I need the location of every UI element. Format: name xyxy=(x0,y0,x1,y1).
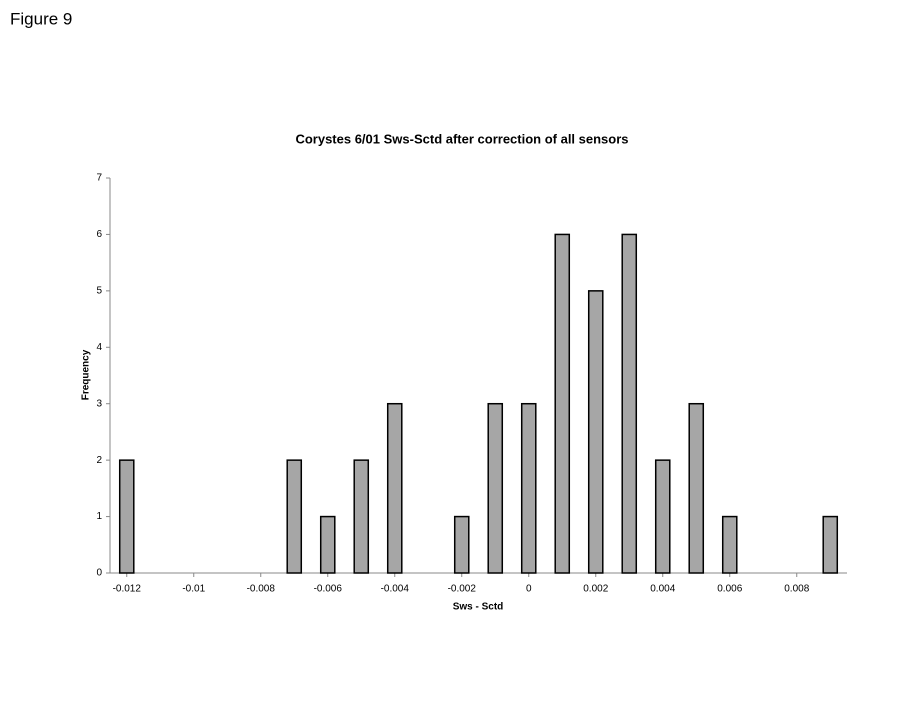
x-tick-label: 0 xyxy=(526,584,532,595)
x-tick-label: -0.004 xyxy=(381,584,410,595)
y-tick-label: 4 xyxy=(96,342,102,353)
bar xyxy=(118,459,135,574)
x-axis-label: Sws - Sctd xyxy=(453,602,504,613)
bar xyxy=(554,233,571,574)
y-tick-label: 2 xyxy=(96,455,102,466)
bar xyxy=(621,233,638,574)
bar xyxy=(353,459,370,574)
figure-label: Figure 9 xyxy=(10,9,72,28)
chart-title: Corystes 6/01 Sws-Sctd after correction … xyxy=(295,131,628,146)
x-tick-label: -0.01 xyxy=(182,584,205,595)
bar xyxy=(319,515,336,574)
x-tick-label: 0.004 xyxy=(650,584,675,595)
bar xyxy=(654,459,671,574)
bar xyxy=(453,515,470,574)
y-axis-label: Frequency xyxy=(81,349,92,400)
x-tick-label: 0.002 xyxy=(583,584,608,595)
y-tick-label: 0 xyxy=(96,568,102,579)
x-tick-label: -0.008 xyxy=(247,584,276,595)
x-tick-label: 0.006 xyxy=(717,584,742,595)
y-tick-label: 3 xyxy=(96,398,102,409)
x-tick-label: -0.002 xyxy=(448,584,477,595)
bar xyxy=(721,515,738,574)
y-tick-label: 7 xyxy=(96,173,102,184)
x-tick-label: 0.008 xyxy=(784,584,809,595)
bar xyxy=(688,402,705,574)
bar xyxy=(520,402,537,574)
y-tick-label: 1 xyxy=(96,511,102,522)
x-tick-label: -0.012 xyxy=(113,584,142,595)
bar xyxy=(386,402,403,574)
y-tick-label: 5 xyxy=(96,285,102,296)
bar xyxy=(822,515,839,574)
bar xyxy=(587,290,604,574)
bar xyxy=(286,459,303,574)
y-tick-label: 6 xyxy=(96,229,102,240)
bar xyxy=(487,402,504,574)
x-tick-label: -0.006 xyxy=(314,584,343,595)
